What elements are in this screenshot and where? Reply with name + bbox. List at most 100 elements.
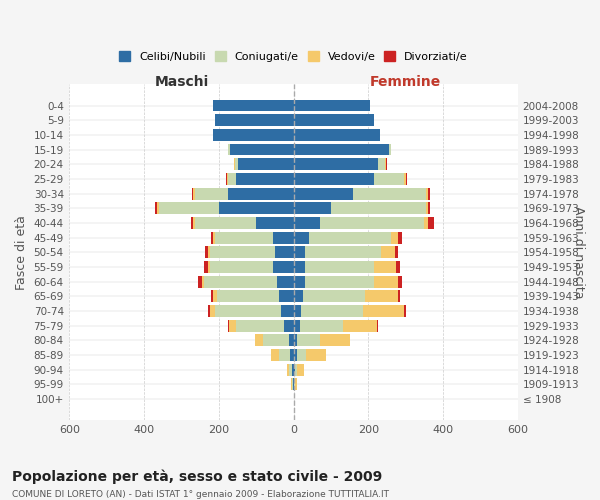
Bar (234, 158, 293, 170)
Bar (290, 349, 293, 361)
Bar (215, 114, 293, 126)
Bar (293, 320, 377, 332)
Bar (293, 261, 397, 273)
Bar (293, 364, 296, 376)
Bar (293, 232, 308, 243)
Bar (213, 100, 293, 112)
Bar (293, 217, 320, 229)
Bar (209, 261, 293, 273)
Bar (273, 261, 293, 273)
Bar (228, 144, 293, 156)
Bar (293, 305, 406, 317)
Bar (256, 217, 293, 229)
Bar (293, 202, 331, 214)
Bar (281, 305, 293, 317)
Bar (293, 202, 428, 214)
Bar (219, 202, 293, 214)
Bar (293, 378, 297, 390)
Bar (215, 114, 293, 126)
Bar (238, 158, 293, 170)
Text: COMUNE DI LORETO (AN) - Dati ISTAT 1° gennaio 2009 - Elaborazione TUTTITALIA.IT: COMUNE DI LORETO (AN) - Dati ISTAT 1° ge… (12, 490, 389, 499)
Bar (293, 276, 305, 287)
Bar (227, 173, 293, 185)
Bar (193, 188, 293, 200)
Bar (293, 173, 407, 185)
Bar (211, 232, 293, 243)
Text: Maschi: Maschi (154, 74, 209, 88)
Bar (273, 232, 293, 243)
Bar (159, 202, 293, 214)
Bar (263, 334, 293, 346)
Bar (293, 246, 305, 258)
Bar (275, 246, 293, 258)
Bar (293, 364, 304, 376)
Bar (293, 349, 326, 361)
Bar (293, 378, 295, 390)
Bar (278, 349, 293, 361)
Bar (293, 144, 389, 156)
Bar (293, 290, 303, 302)
Bar (293, 100, 370, 112)
Bar (293, 217, 434, 229)
Bar (226, 173, 293, 185)
Bar (293, 276, 374, 287)
Bar (293, 173, 406, 185)
Bar (191, 188, 293, 200)
Bar (293, 305, 404, 317)
Bar (215, 305, 293, 317)
Bar (293, 129, 380, 141)
Bar (289, 364, 293, 376)
Bar (291, 378, 293, 390)
Bar (215, 232, 293, 243)
Bar (213, 100, 293, 112)
Bar (271, 349, 293, 361)
Bar (228, 173, 293, 185)
Bar (293, 232, 402, 243)
Bar (293, 114, 374, 126)
Bar (213, 100, 293, 112)
Bar (213, 129, 293, 141)
Bar (234, 158, 293, 170)
Bar (293, 129, 380, 141)
Bar (293, 261, 305, 273)
Bar (293, 217, 424, 229)
Bar (209, 305, 293, 317)
Bar (293, 217, 428, 229)
Bar (293, 173, 374, 185)
Bar (194, 217, 293, 229)
Bar (293, 276, 398, 287)
Bar (293, 202, 426, 214)
Bar (213, 129, 293, 141)
Bar (293, 349, 326, 361)
Bar (208, 305, 293, 317)
Bar (293, 158, 386, 170)
Bar (293, 173, 404, 185)
Bar (293, 188, 430, 200)
Bar (293, 114, 374, 126)
Bar (204, 261, 293, 273)
Bar (293, 144, 391, 156)
Bar (293, 100, 370, 112)
Bar (256, 334, 293, 346)
Bar (293, 246, 395, 258)
Bar (293, 114, 374, 126)
Bar (208, 246, 293, 258)
Bar (293, 290, 400, 302)
Bar (293, 276, 402, 287)
Bar (293, 320, 301, 332)
Bar (293, 334, 350, 346)
Bar (293, 349, 306, 361)
Bar (293, 349, 296, 361)
Bar (213, 290, 293, 302)
Bar (293, 334, 320, 346)
Bar (235, 158, 293, 170)
Bar (293, 364, 295, 376)
Bar (229, 320, 293, 332)
Text: Femmine: Femmine (370, 74, 442, 88)
Bar (293, 246, 398, 258)
Bar (292, 378, 293, 390)
Bar (293, 188, 428, 200)
Bar (202, 276, 293, 287)
Bar (293, 364, 304, 376)
Bar (293, 290, 398, 302)
